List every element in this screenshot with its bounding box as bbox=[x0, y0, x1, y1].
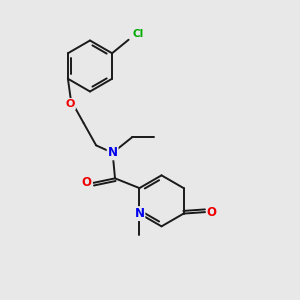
Text: O: O bbox=[82, 176, 92, 189]
Text: O: O bbox=[66, 99, 75, 109]
Text: N: N bbox=[108, 146, 118, 159]
Text: O: O bbox=[207, 206, 217, 219]
Text: Cl: Cl bbox=[133, 29, 144, 39]
Text: N: N bbox=[134, 207, 144, 220]
